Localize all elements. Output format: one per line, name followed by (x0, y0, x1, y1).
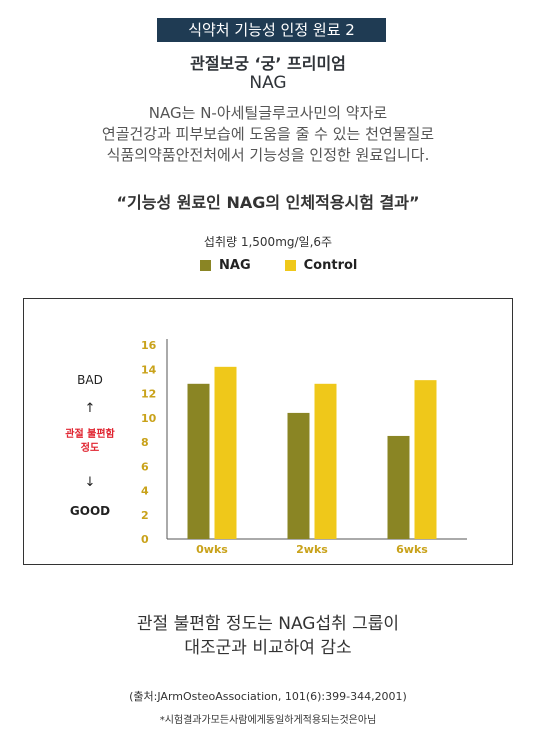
bar-nag-6wks (387, 435, 410, 539)
legend-label-nag: NAG (219, 257, 251, 273)
y-tick-label: 6 (141, 460, 149, 473)
conclusion-line: 대조군과 비교하여 감소 (184, 638, 352, 658)
conclusion: 관절 불편함 정도는 NAG섭취 그룹이 대조군과 비교하여 감소 (0, 612, 536, 660)
y-label-discomfort: 관절 불편함 (65, 427, 115, 440)
down-arrow-icon: ↓ (85, 475, 96, 490)
legend-label-control: Control (303, 257, 358, 273)
description-line: 연골건강과 피부보습에 도움을 줄 수 있는 천연물질로 (101, 125, 435, 143)
x-tick-label: 0wks (196, 543, 228, 556)
legend-item-control: Control (284, 257, 358, 273)
y-tick-label: 12 (141, 388, 156, 401)
up-arrow-icon: ↑ (85, 401, 96, 416)
y-tick-label: 4 (141, 485, 149, 498)
y-tick-label: 0 (141, 533, 149, 546)
source-citation: (출처:JArmOsteoAssociation, 101(6):399-344… (129, 690, 407, 703)
legend-swatch-nag (200, 259, 211, 271)
y-tick-label: 8 (141, 436, 149, 449)
chart-legend: NAG Control (200, 257, 357, 273)
y-label-discomfort: 정도 (81, 441, 99, 454)
product-title: 관절보궁 ‘궁’ 프리미엄 (190, 54, 346, 73)
product-subtitle: NAG (249, 73, 287, 93)
description-line: 식품의약품안전처에서 기능성을 인정한 원료입니다. (106, 146, 430, 164)
bar-control-0wks (214, 366, 237, 539)
study-heading: “기능성 원료인 NAG의 인체적용시험 결과” (116, 193, 420, 212)
certification-badge: 식약처 기능성 인정 원료 2 (157, 18, 386, 42)
description-line: NAG는 N-아세틸글루코사민의 약자로 (148, 104, 388, 122)
legend-item-nag: NAG (200, 258, 251, 273)
y-label-bad: BAD (77, 373, 103, 387)
description: NAG는 N-아세틸글루코사민의 약자로 연골건강과 피부보습에 도움을 줄 수… (0, 103, 536, 166)
x-tick-label: 2wks (296, 543, 328, 556)
intake-info: 섭취량 1,500mg/일,6주 (203, 235, 333, 249)
x-tick-label: 6wks (396, 543, 428, 556)
legend-swatch-control (284, 259, 296, 271)
chart-frame: 0 2 4 6 8 10 12 14 16 0wks 2wks 6wks BAD ↑ 관절 불편함 정도 ↓ GO… (23, 298, 513, 565)
bar-control-6wks (414, 380, 437, 539)
bar-nag-2wks (287, 412, 310, 539)
y-tick-label: 14 (141, 363, 157, 376)
y-tick-label: 16 (141, 339, 157, 352)
bar-control-2wks (314, 383, 337, 539)
disclaimer-note: *시험결과가모든사람에게동일하게적용되는것은아님 (159, 715, 377, 726)
y-tick-label: 2 (141, 509, 149, 522)
y-label-good: GOOD (70, 504, 110, 518)
y-tick-label: 10 (141, 412, 157, 425)
bar-nag-0wks (187, 383, 210, 539)
conclusion-line: 관절 불편함 정도는 NAG섭취 그룹이 (136, 614, 400, 634)
